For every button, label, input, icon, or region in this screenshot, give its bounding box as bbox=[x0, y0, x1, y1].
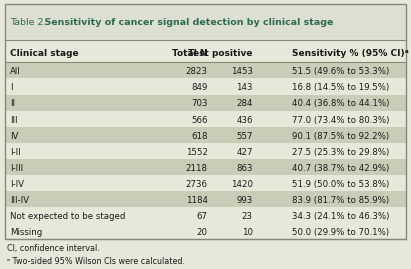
Text: 849: 849 bbox=[191, 83, 208, 92]
Text: 16.8 (14.5% to 19.5%): 16.8 (14.5% to 19.5%) bbox=[292, 83, 389, 92]
Text: CI, confidence interval.: CI, confidence interval. bbox=[7, 244, 100, 253]
Text: 27.5 (25.3% to 29.8%): 27.5 (25.3% to 29.8%) bbox=[292, 148, 389, 157]
Text: 34.3 (24.1% to 46.3%): 34.3 (24.1% to 46.3%) bbox=[292, 212, 389, 221]
Text: I-II: I-II bbox=[10, 148, 21, 157]
Text: All: All bbox=[10, 67, 21, 76]
Text: III-IV: III-IV bbox=[10, 196, 29, 205]
Text: 2823: 2823 bbox=[185, 67, 208, 76]
Text: Table 2.: Table 2. bbox=[10, 18, 46, 27]
Text: Clinical stage: Clinical stage bbox=[10, 49, 79, 58]
Text: 143: 143 bbox=[236, 83, 253, 92]
Text: 77.0 (73.4% to 80.3%): 77.0 (73.4% to 80.3%) bbox=[292, 115, 389, 125]
Text: 436: 436 bbox=[236, 115, 253, 125]
Text: 993: 993 bbox=[236, 196, 253, 205]
Text: Missing: Missing bbox=[10, 228, 42, 237]
Bar bbox=[5, 159, 406, 175]
Text: Test positive: Test positive bbox=[188, 49, 253, 58]
Bar bbox=[5, 95, 406, 111]
Text: 20: 20 bbox=[196, 228, 208, 237]
Text: ᵃ Two-sided 95% Wilson CIs were calculated.: ᵃ Two-sided 95% Wilson CIs were calculat… bbox=[7, 257, 185, 266]
Text: 427: 427 bbox=[236, 148, 253, 157]
Text: 703: 703 bbox=[191, 100, 208, 108]
Text: Total N: Total N bbox=[172, 49, 208, 58]
Text: III: III bbox=[10, 115, 18, 125]
Text: IV: IV bbox=[10, 132, 18, 141]
Text: II: II bbox=[10, 100, 15, 108]
Text: 50.0 (29.9% to 70.1%): 50.0 (29.9% to 70.1%) bbox=[292, 228, 389, 237]
Text: I: I bbox=[10, 83, 13, 92]
Text: Not expected to be staged: Not expected to be staged bbox=[10, 212, 126, 221]
Text: 863: 863 bbox=[236, 164, 253, 173]
Text: 40.4 (36.8% to 44.1%): 40.4 (36.8% to 44.1%) bbox=[292, 100, 389, 108]
Text: I-IV: I-IV bbox=[10, 180, 24, 189]
Bar bbox=[5, 127, 406, 143]
Text: 284: 284 bbox=[236, 100, 253, 108]
Text: 51.5 (49.6% to 53.3%): 51.5 (49.6% to 53.3%) bbox=[292, 67, 389, 76]
Text: Sensitivity % (95% CI)ᵃ: Sensitivity % (95% CI)ᵃ bbox=[292, 49, 409, 58]
Bar bbox=[5, 40, 406, 62]
Text: 40.7 (38.7% to 42.9%): 40.7 (38.7% to 42.9%) bbox=[292, 164, 389, 173]
Text: 566: 566 bbox=[191, 115, 208, 125]
Text: 90.1 (87.5% to 92.2%): 90.1 (87.5% to 92.2%) bbox=[292, 132, 389, 141]
Text: 1420: 1420 bbox=[231, 180, 253, 189]
Text: 618: 618 bbox=[191, 132, 208, 141]
Text: 23: 23 bbox=[242, 212, 253, 221]
Bar bbox=[5, 62, 406, 79]
Text: 10: 10 bbox=[242, 228, 253, 237]
Text: 83.9 (81.7% to 85.9%): 83.9 (81.7% to 85.9%) bbox=[292, 196, 389, 205]
Bar bbox=[5, 191, 406, 207]
Text: 1453: 1453 bbox=[231, 67, 253, 76]
Text: Sensitivity of cancer signal detection by clinical stage: Sensitivity of cancer signal detection b… bbox=[38, 18, 333, 27]
Bar bbox=[5, 4, 406, 239]
Bar bbox=[5, 4, 406, 40]
Text: 2736: 2736 bbox=[185, 180, 208, 189]
Text: 51.9 (50.0% to 53.8%): 51.9 (50.0% to 53.8%) bbox=[292, 180, 389, 189]
Text: 67: 67 bbox=[196, 212, 208, 221]
Text: 557: 557 bbox=[236, 132, 253, 141]
Text: 1552: 1552 bbox=[185, 148, 208, 157]
Text: 1184: 1184 bbox=[185, 196, 208, 205]
Text: I-III: I-III bbox=[10, 164, 23, 173]
Text: 2118: 2118 bbox=[185, 164, 208, 173]
